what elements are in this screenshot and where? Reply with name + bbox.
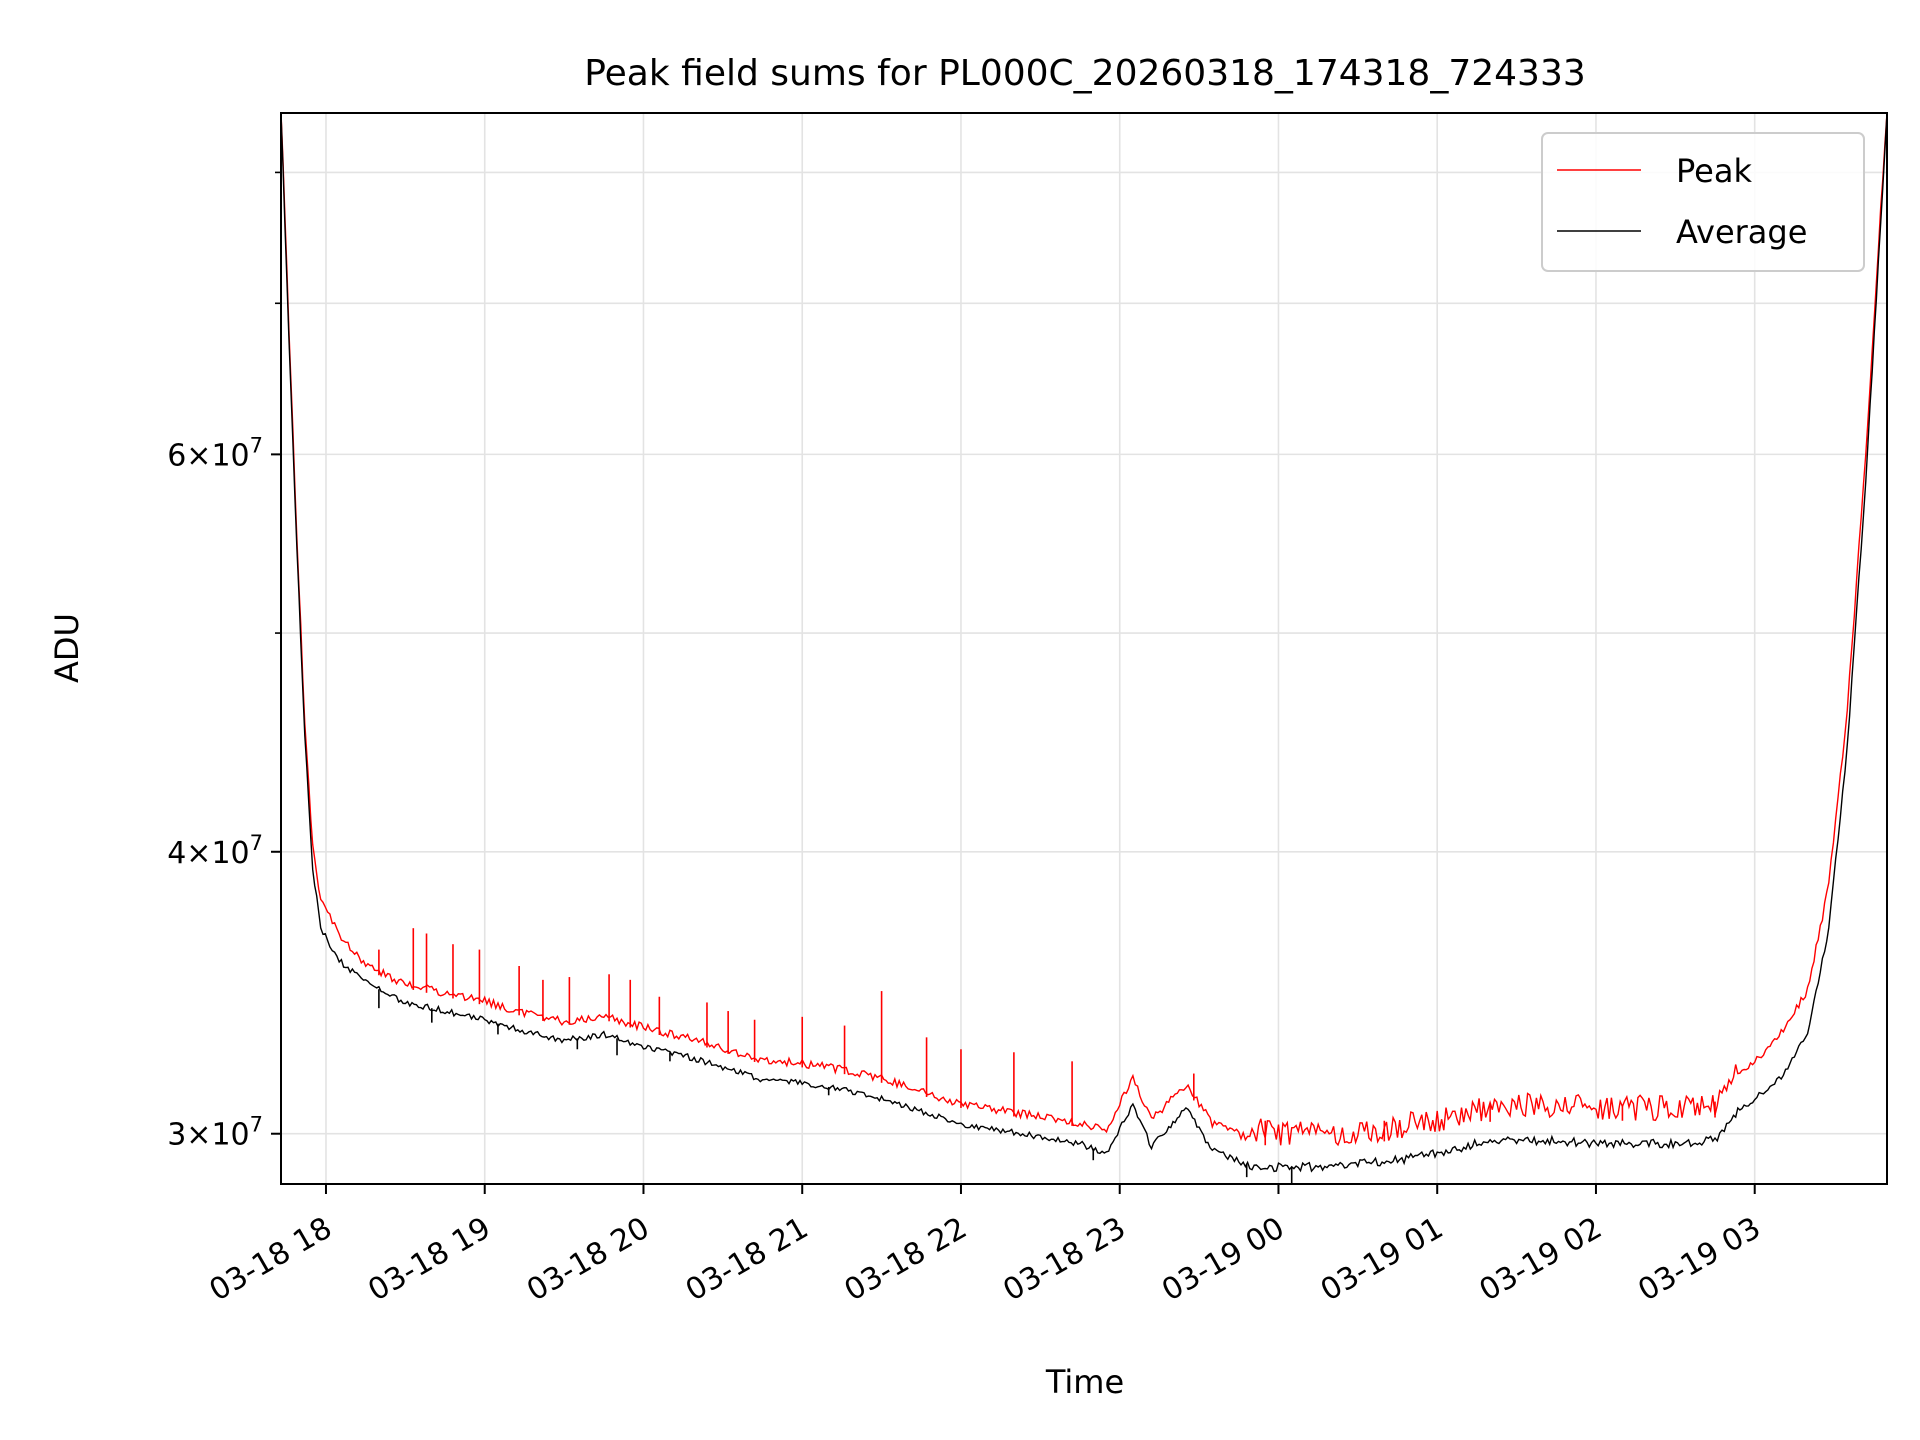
x-tick-label: 03-19 01 [1315,1211,1449,1309]
y-tick-times: × [186,1118,211,1153]
plot-frame [280,112,1888,1185]
y-tick-times: × [186,836,211,871]
y-tick-base: 10 [211,836,249,871]
legend: Peak Average [1541,132,1865,272]
legend-label-average: Average [1676,213,1807,251]
x-axis: 03-18 18 03-18 19 03-18 20 03-18 21 03-18 22… [204,1184,1767,1308]
x-tick-label: 03-18 21 [680,1211,814,1309]
x-tick-label: 03-18 18 [204,1211,338,1309]
y-tick-mantissa: 4 [167,836,186,871]
series-line-average [281,113,1887,1173]
x-axis-label: Time [1045,1363,1124,1401]
y-tick-times: × [186,438,211,473]
y-tick-exponent: 7 [250,1113,263,1137]
x-tick-label: 03-19 02 [1474,1211,1608,1309]
y-tick-label: 3×107 [167,1113,263,1153]
plot-area [281,113,1887,1184]
y-tick-label: 4×107 [167,831,263,871]
grid [281,113,1887,1184]
y-tick-mantissa: 6 [167,438,186,473]
y-tick-exponent: 7 [250,433,263,457]
series-peak [281,113,1887,1147]
x-tick-label: 03-18 22 [839,1211,973,1309]
x-tick-label: 03-18 19 [362,1211,496,1309]
series-average [281,113,1887,1184]
legend-label-peak: Peak [1676,152,1752,190]
series-layer [281,113,1887,1184]
legend-box [1541,132,1865,272]
y-tick-base: 10 [211,1118,249,1153]
y-tick-base: 10 [211,438,249,473]
series-line-peak [281,113,1887,1147]
x-tick-label: 03-19 03 [1632,1211,1766,1309]
y-tick-exponent: 7 [250,831,263,855]
y-axis-label: ADU [48,613,86,683]
x-tick-label: 03-19 00 [1156,1211,1290,1309]
x-tick-label: 03-18 20 [521,1211,655,1309]
y-tick-mantissa: 3 [167,1118,186,1153]
x-tick-label: 03-18 23 [997,1211,1131,1309]
chart-title: Peak field sums for PL000C_20260318_1743… [584,53,1586,94]
y-tick-label: 6×107 [167,433,263,473]
